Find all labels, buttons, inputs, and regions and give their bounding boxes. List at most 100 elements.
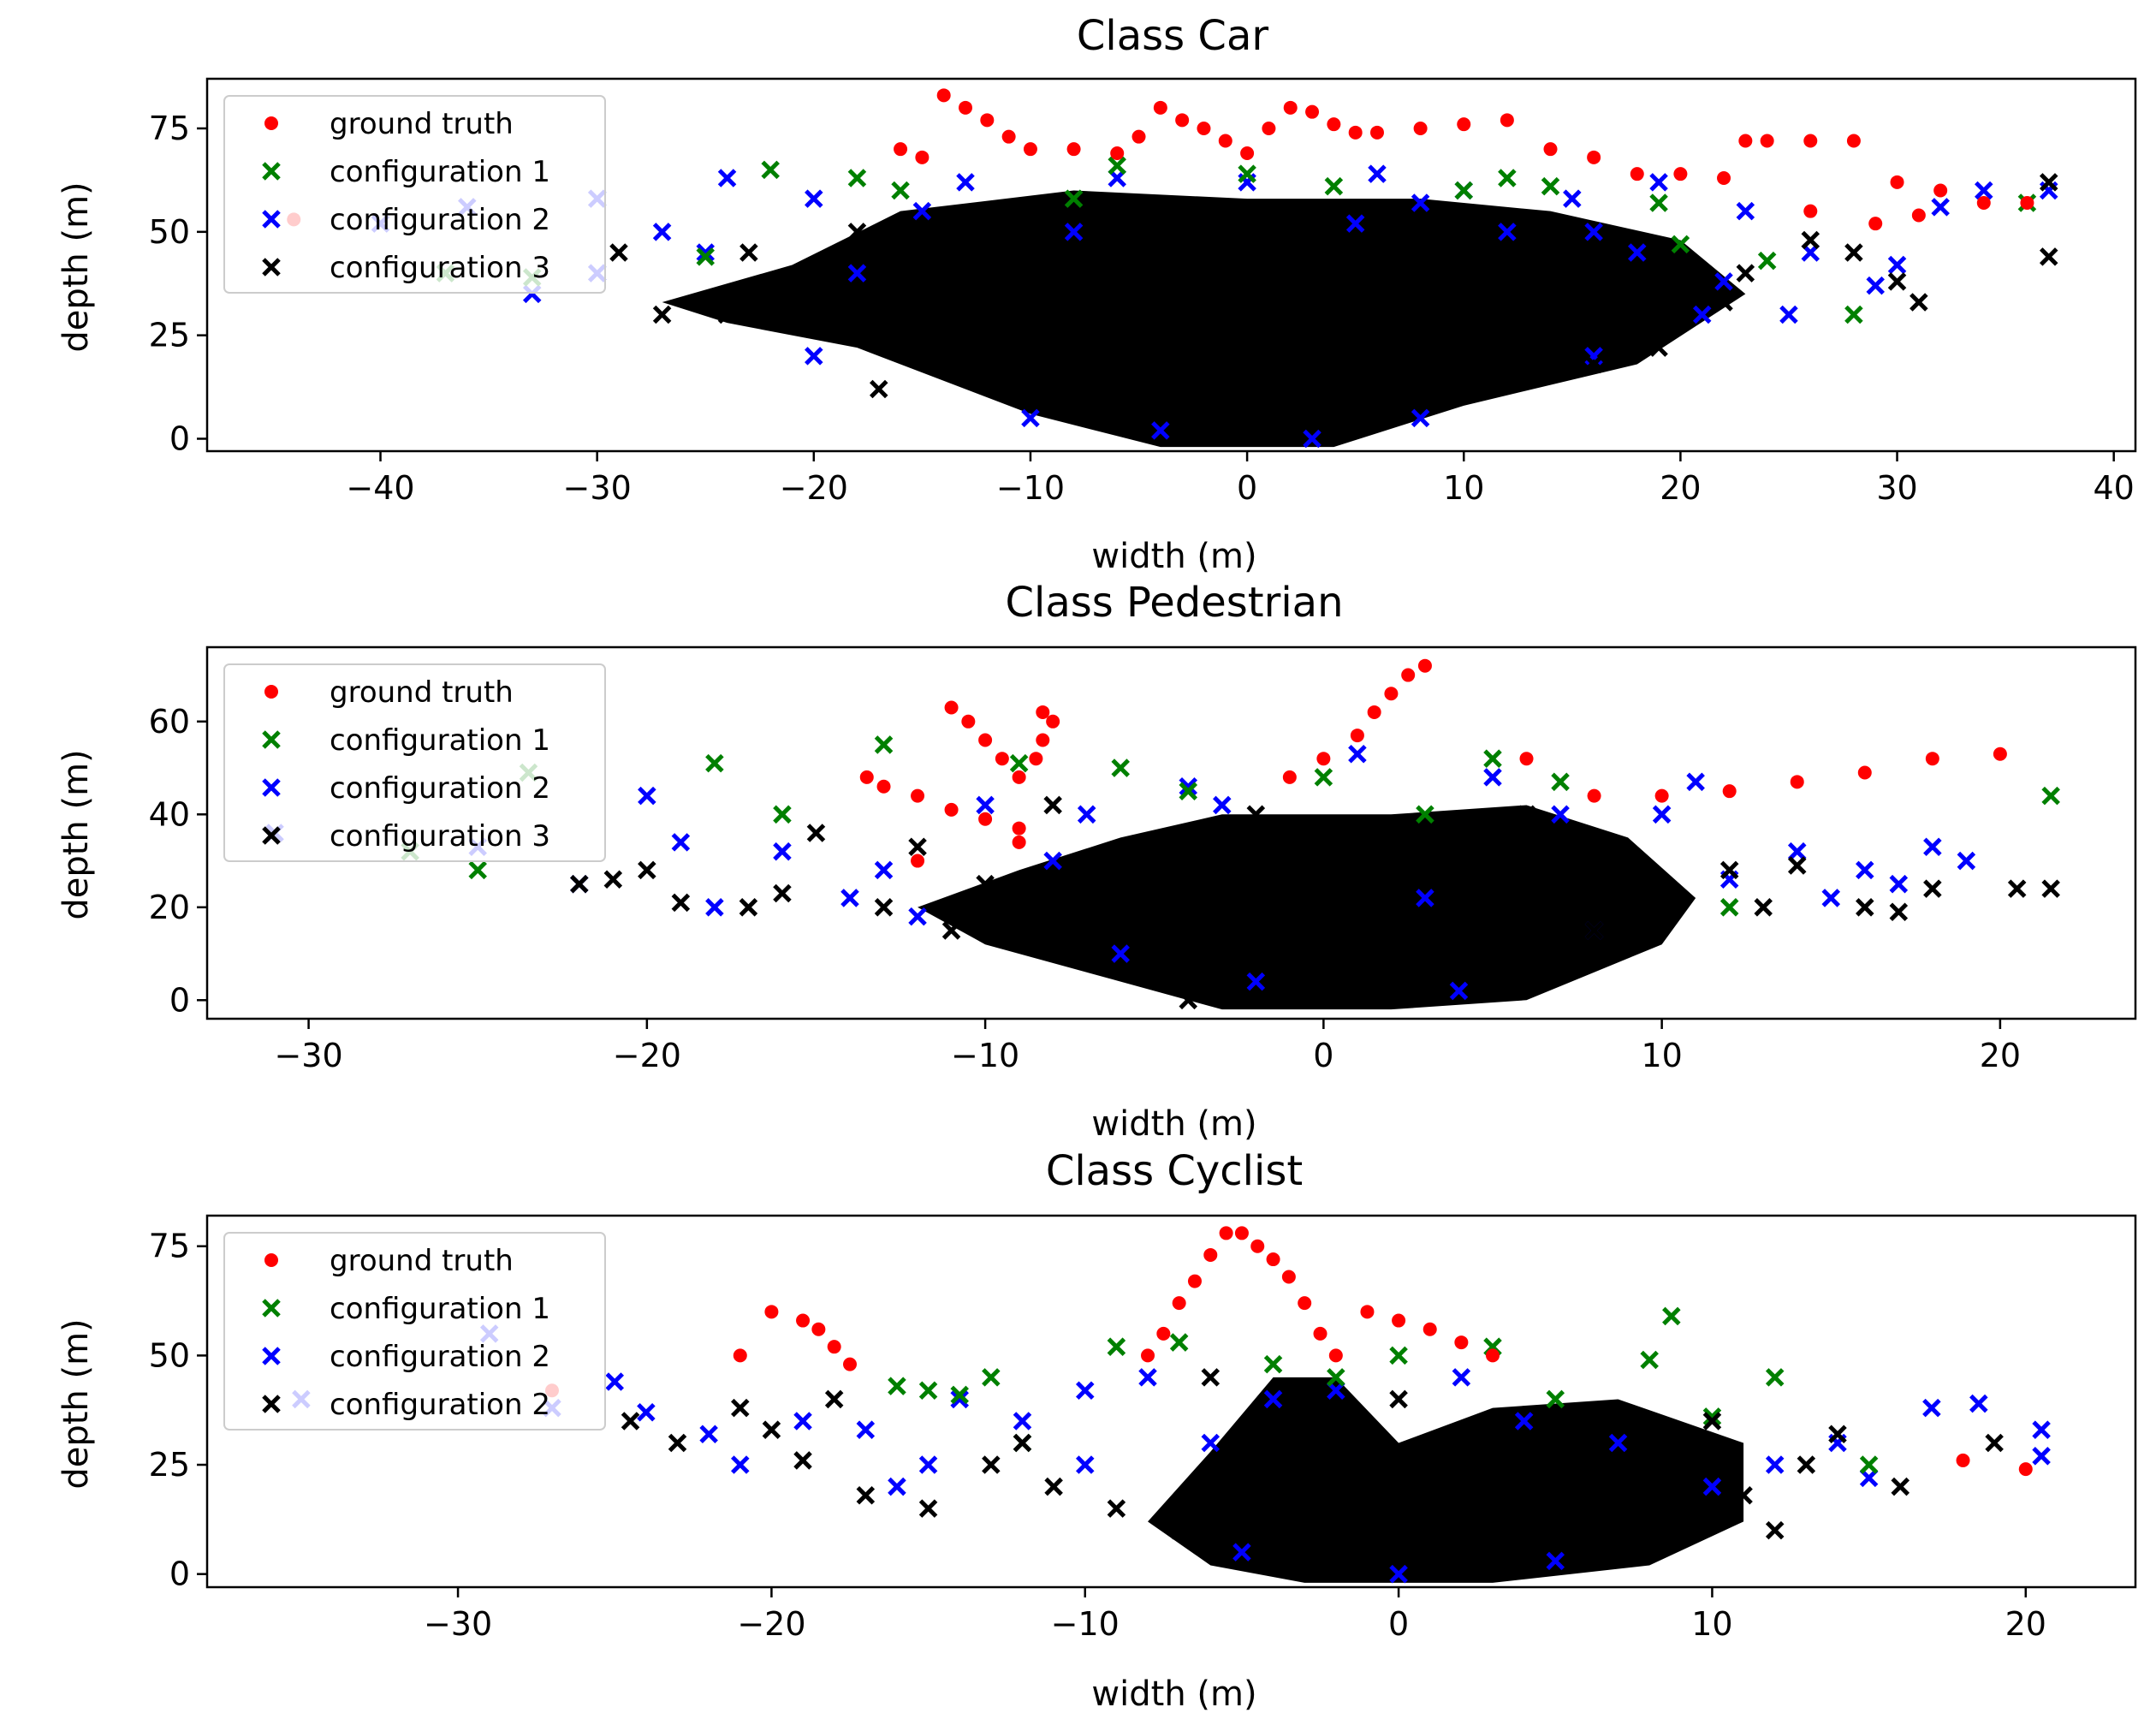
cyclist-point-configuration-2 [1295, 1412, 1314, 1431]
cyclist-point-configuration-2 [793, 1451, 812, 1470]
cyclist-legend-marker-configuration-1 [262, 1299, 281, 1318]
cyclist-point-ground-truth [764, 1305, 779, 1319]
car-point-ground-truth [1500, 113, 1514, 128]
car-point-configuration-2 [1021, 408, 1040, 428]
pedestrian-point-configuration-3 [570, 874, 589, 894]
cyclist-point-ground-truth [1141, 1348, 1155, 1363]
cyclist-point-configuration-2 [1263, 1389, 1283, 1409]
pedestrian-point-configuration-2 [1111, 944, 1130, 963]
cyclist-x-tick-label: 10 [1691, 1605, 1732, 1643]
car-point-configuration-2 [1975, 181, 1993, 200]
cyclist-point-configuration-2 [1702, 1412, 1722, 1431]
cyclist-x-tick-label: 20 [2005, 1605, 2046, 1643]
car-point-ground-truth [1630, 167, 1644, 181]
pedestrian-series-0-ground-truth [859, 658, 2007, 868]
car-point-configuration-3 [2039, 247, 2058, 266]
pedestrian-point-configuration-3 [603, 870, 623, 889]
car-point-configuration-2 [1064, 223, 1084, 241]
cyclist-legend-box [223, 1232, 606, 1431]
cyclist-point-configuration-2 [1452, 1368, 1471, 1387]
car-point-configuration-1 [761, 160, 780, 180]
pedestrian-point-configuration-2 [1889, 874, 1909, 894]
car-point-configuration-2 [652, 223, 672, 241]
cyclist-point-configuration-2 [1514, 1412, 1534, 1431]
car-point-ground-truth [1262, 122, 1276, 135]
car-dense-cluster-configuration-3 [662, 190, 1746, 448]
cyclist-point-configuration-2 [888, 1477, 906, 1496]
cyclist-legend-marker-configuration-2 [262, 1395, 281, 1413]
cyclist-point-configuration-2 [1107, 1499, 1126, 1518]
pedestrian-point-configuration-1 [773, 805, 792, 824]
car-point-ground-truth [1868, 217, 1883, 231]
car-point-ground-truth [959, 100, 973, 115]
car-legend-marker-configuration-3 [262, 258, 281, 277]
cyclist-point-configuration-2 [1389, 1389, 1408, 1409]
pedestrian-point-ground-truth [1993, 747, 2007, 761]
pedestrian-point-configuration-2 [1957, 851, 1976, 871]
car-point-configuration-3 [1433, 347, 1452, 366]
pedestrian-legend-marker-configuration-3 [262, 826, 281, 845]
car-point-configuration-1 [1454, 181, 1474, 200]
pedestrian-point-configuration-3 [1754, 898, 1773, 917]
pedestrian-point-ground-truth [1012, 835, 1026, 849]
car-point-configuration-3 [1714, 293, 1733, 312]
pedestrian-point-ground-truth [978, 812, 993, 826]
cyclist-point-configuration-1 [1662, 1306, 1681, 1326]
cyclist-point-ground-truth [1203, 1247, 1218, 1262]
pedestrian-point-configuration-2 [705, 898, 724, 917]
pedestrian-point-ground-truth [1722, 784, 1737, 799]
car-y-tick-label: 75 [149, 110, 190, 147]
cyclist-point-configuration-2 [1138, 1368, 1157, 1387]
pedestrian-point-ground-truth [911, 788, 925, 803]
cyclist-point-ground-truth [1234, 1226, 1249, 1240]
car-point-configuration-3 [739, 243, 758, 262]
car-point-ground-truth [1673, 167, 1688, 181]
cyclist-point-ground-truth [2018, 1462, 2033, 1477]
car-point-configuration-2 [1584, 223, 1603, 241]
cyclist-point-configuration-2 [1891, 1477, 1910, 1496]
pedestrian-point-configuration-2 [874, 860, 894, 880]
car-point-configuration-3 [1389, 214, 1409, 233]
cyclist-legend-marker-ground-truth [264, 1253, 278, 1267]
pedestrian-point-configuration-3 [976, 874, 995, 894]
car-point-configuration-1 [1541, 176, 1560, 196]
car-point-configuration-3 [1606, 305, 1625, 324]
car-point-ground-truth [1717, 171, 1731, 185]
cyclist-point-configuration-1 [1546, 1389, 1565, 1409]
pedestrian-point-ground-truth [961, 714, 976, 729]
cyclist-point-configuration-2 [2032, 1447, 2051, 1466]
car-x-tick-label: −30 [563, 469, 632, 507]
pedestrian-point-ground-truth [1519, 752, 1534, 766]
car-point-configuration-3 [1021, 347, 1040, 366]
cyclist-x-tick-label: −20 [737, 1605, 805, 1643]
cyclist-y-tick-label: 75 [149, 1228, 190, 1265]
cyclist-point-configuration-1 [1640, 1350, 1659, 1370]
car-point-ground-truth [1457, 117, 1471, 132]
pedestrian-point-configuration-3 [1584, 921, 1604, 940]
cyclist-point-configuration-2 [1734, 1486, 1753, 1505]
cyclist-point-configuration-2 [1765, 1455, 1785, 1474]
pedestrian-point-configuration-2 [1821, 889, 1841, 907]
car-point-configuration-2 [1411, 408, 1430, 428]
cyclist-point-configuration-2 [1608, 1477, 1628, 1496]
pedestrian-point-configuration-3 [638, 860, 656, 880]
cyclist-point-configuration-1 [950, 1385, 969, 1405]
car-point-configuration-3 [934, 284, 953, 304]
car-point-configuration-3 [1324, 347, 1344, 366]
pedestrian-point-configuration-2 [1213, 795, 1232, 815]
pedestrian-point-configuration-3 [773, 883, 792, 903]
cyclist-point-ground-truth [1172, 1296, 1186, 1311]
pedestrian-point-ground-truth [944, 802, 959, 817]
car-point-ground-truth [1110, 146, 1125, 160]
car-point-configuration-3 [1280, 284, 1300, 304]
cyclist-point-configuration-2 [699, 1425, 718, 1444]
pedestrian-y-tick-label: 40 [149, 795, 190, 833]
car-point-configuration-3 [1584, 354, 1603, 374]
car-point-ground-truth [1976, 196, 1991, 210]
car-point-configuration-3 [847, 223, 867, 241]
car-point-configuration-3 [1108, 201, 1126, 221]
car-point-configuration-2 [1736, 201, 1755, 221]
car-point-configuration-2 [1714, 272, 1733, 291]
cyclist-dense-cluster-configuration-2 [1148, 1377, 1744, 1583]
car-point-configuration-1 [1498, 169, 1517, 187]
